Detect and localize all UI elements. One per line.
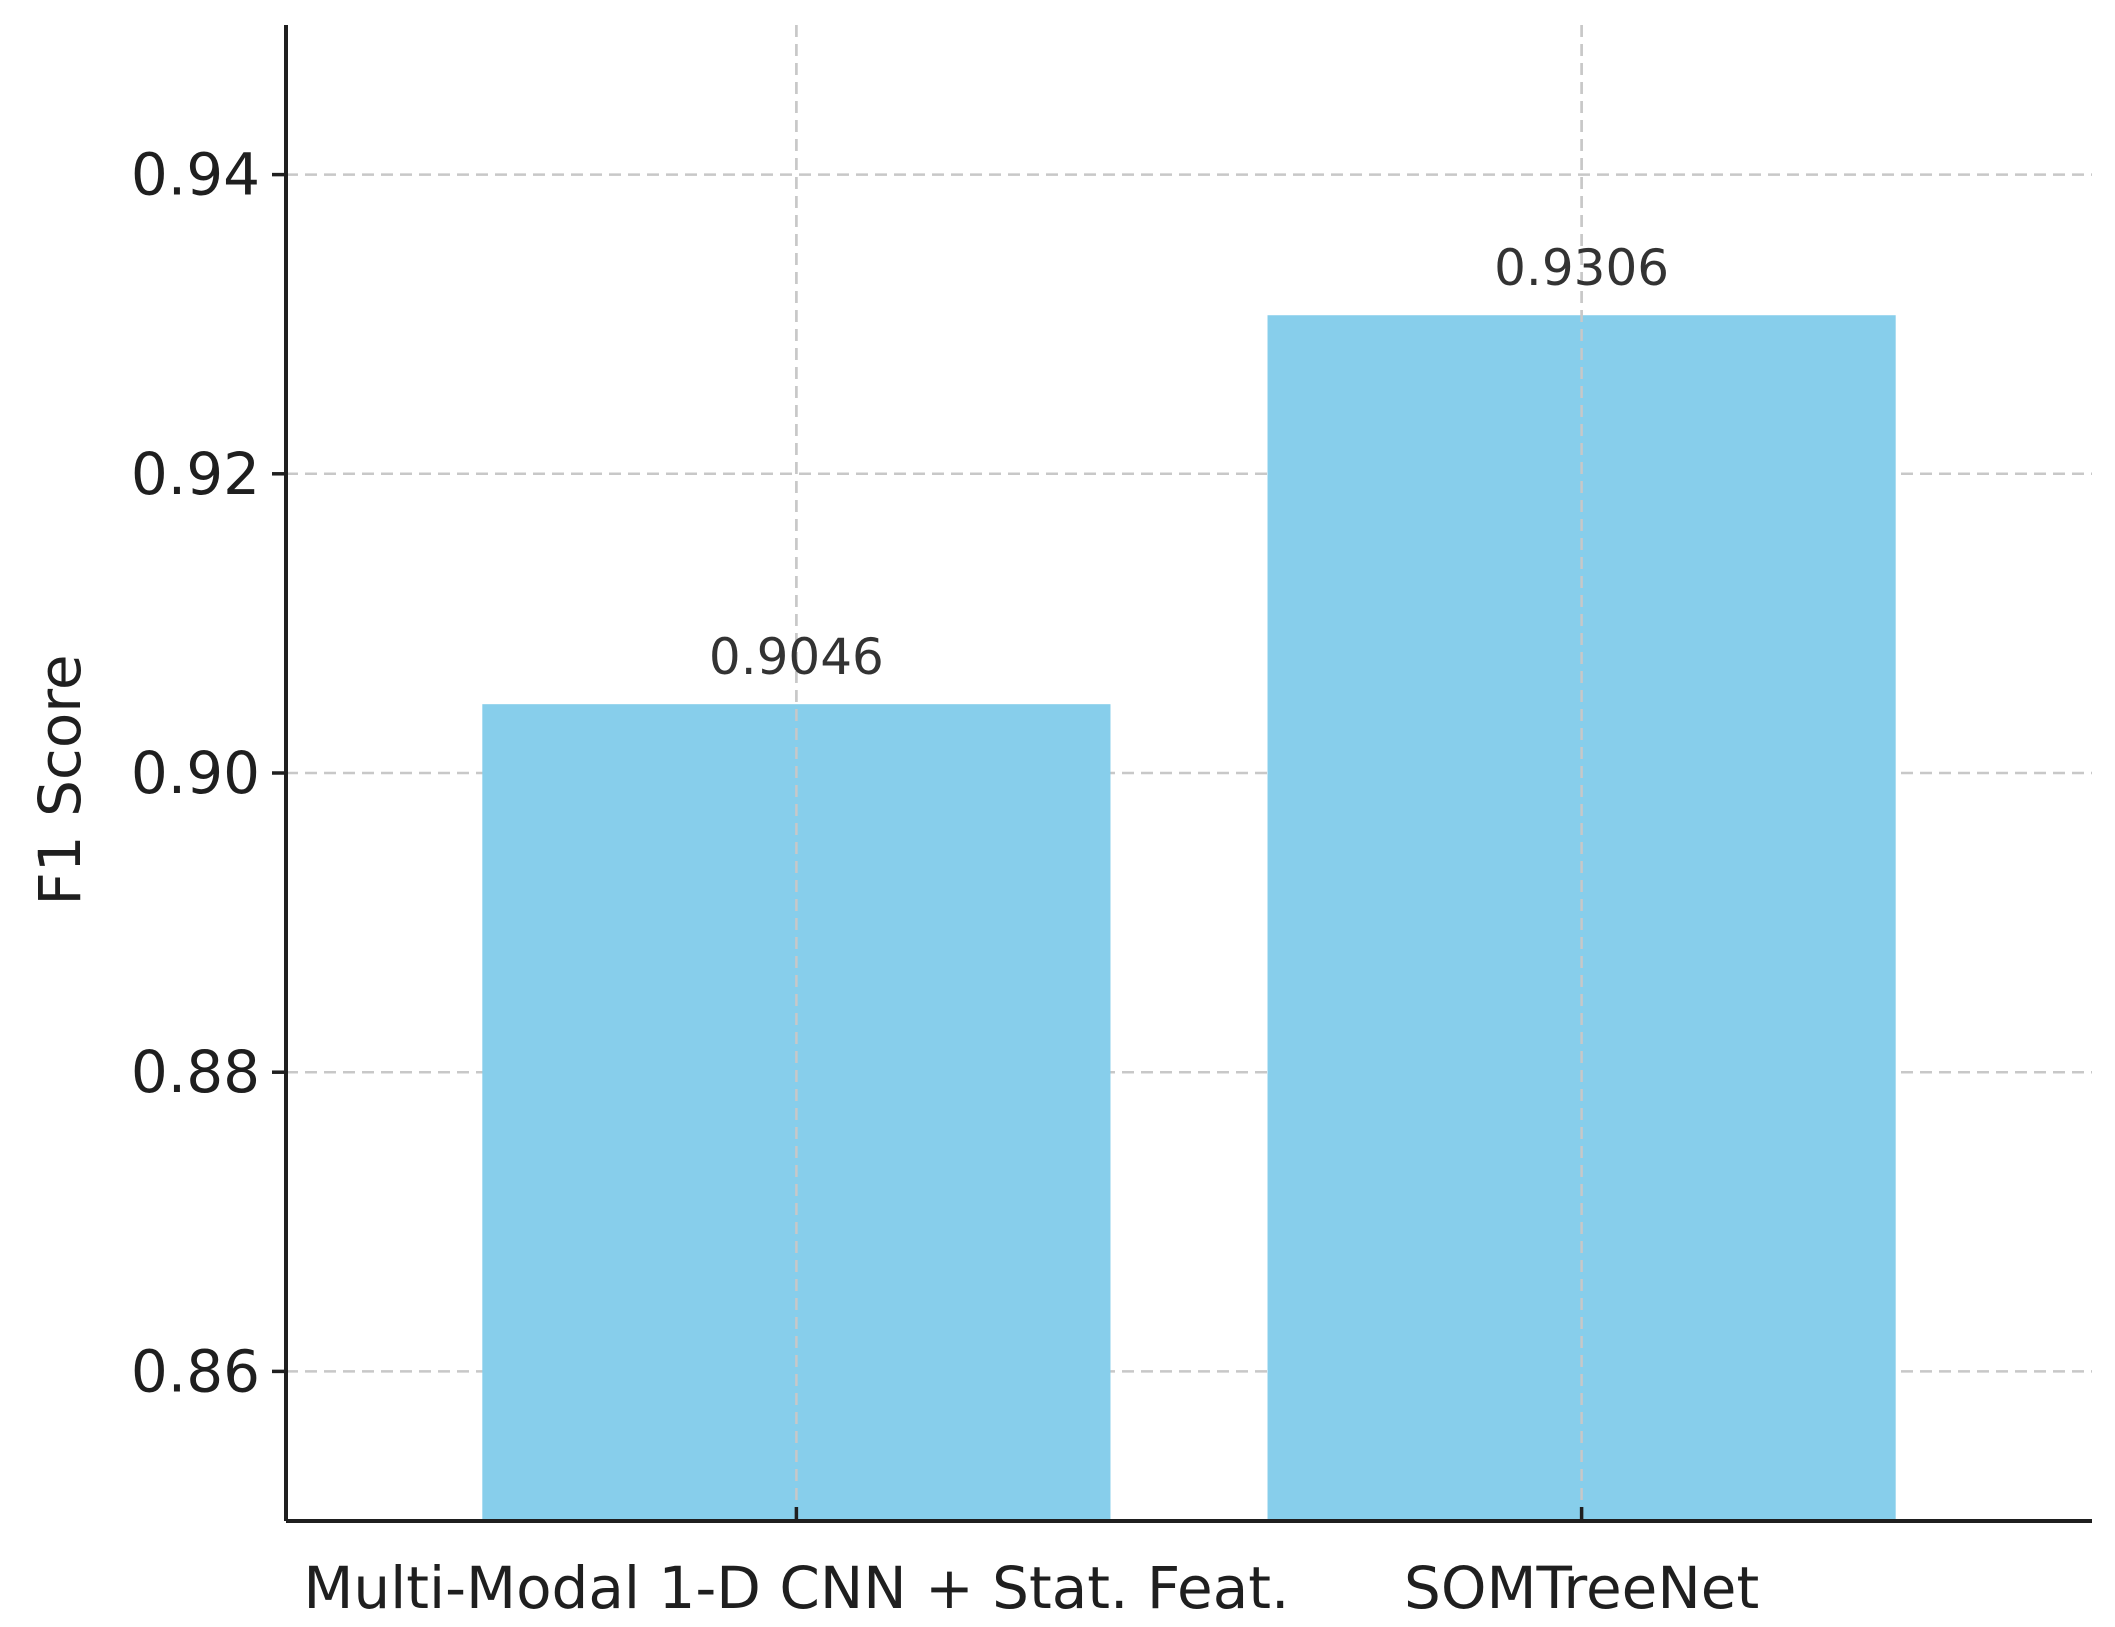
- y-tick-label: 0.92: [131, 440, 260, 508]
- y-tick-label: 0.90: [131, 739, 260, 807]
- bar-layer: [482, 25, 1896, 1521]
- axis-layer: [272, 25, 2092, 1523]
- x-tick-label: SOMTreeNet: [1404, 1554, 1759, 1622]
- y-tick-label: 0.94: [131, 141, 260, 209]
- bar-value-label: 0.9046: [709, 628, 884, 686]
- bar-value-label: 0.9306: [1494, 239, 1669, 297]
- y-tick-label: 0.88: [131, 1038, 260, 1106]
- label-layer: 0.86 0.88 0.90 0.92 0.94 0.9046 0.9306 Multi-Mo…: [131, 141, 1759, 1622]
- y-tick-label: 0.86: [131, 1337, 260, 1405]
- y-axis-title: F1 Score: [26, 654, 94, 905]
- x-tick-label: Multi-Modal 1-D CNN + Stat. Feat.: [303, 1554, 1289, 1622]
